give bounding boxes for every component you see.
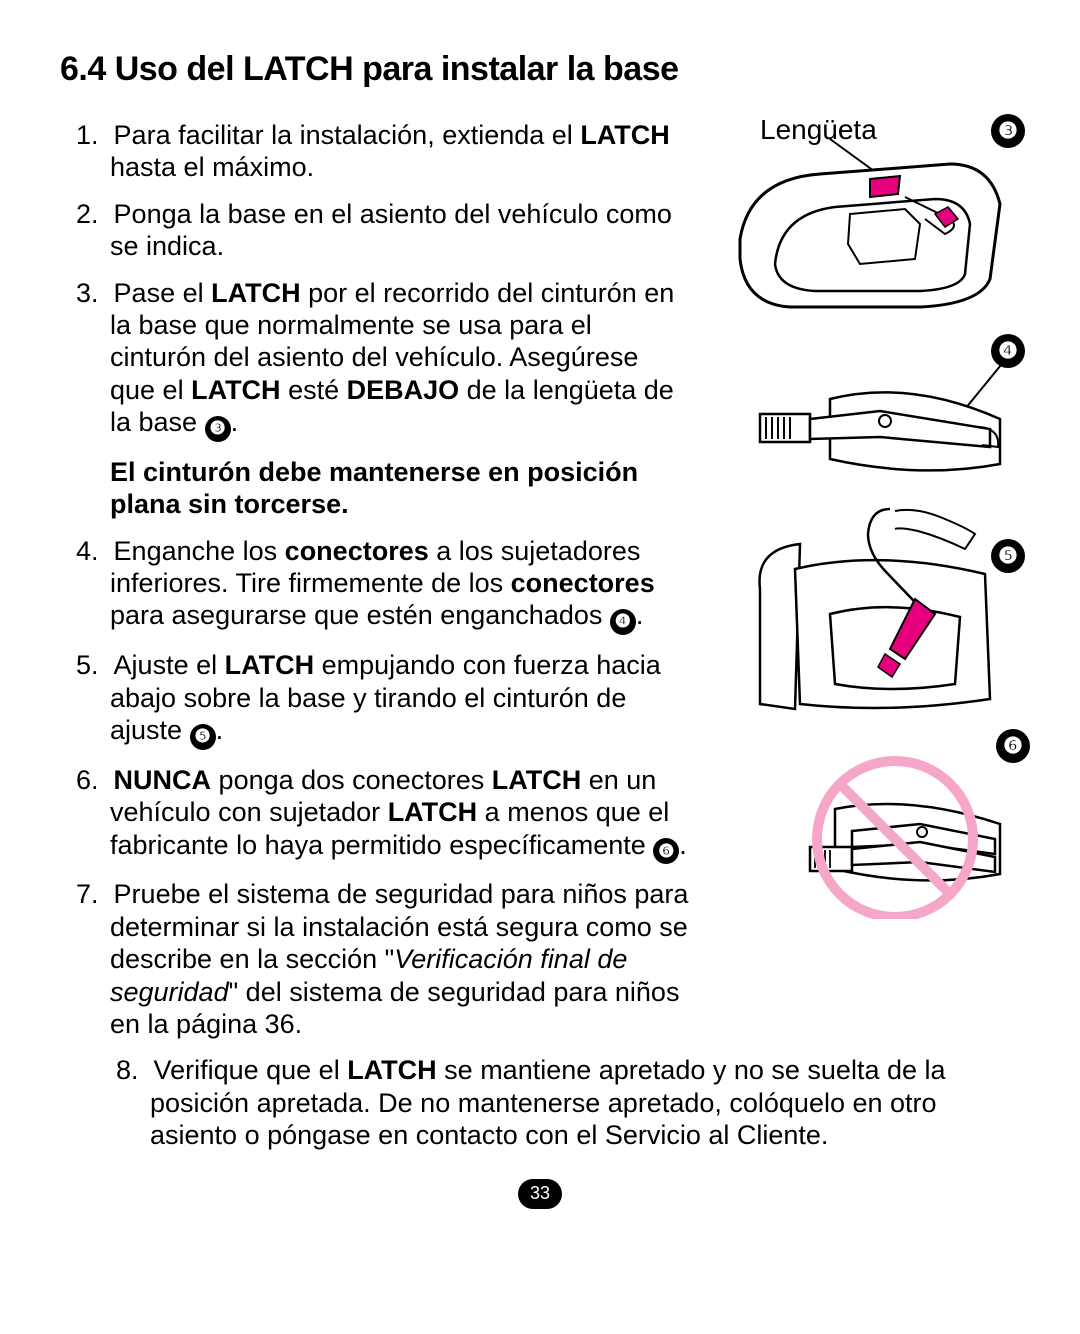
step-6: 6. NUNCA ponga dos conectores LATCH en u… xyxy=(60,764,690,865)
step-7: 7. Pruebe el sistema de seguridad para n… xyxy=(60,878,690,1040)
step-8: 8. Verifique que el LATCH se mantiene ap… xyxy=(100,1054,1020,1151)
ref-icon: ❸ xyxy=(205,416,231,442)
page-number: 33 xyxy=(518,1179,562,1209)
figure-6-badge: ❻ xyxy=(996,729,1030,763)
section-title: 6.4 Uso del LATCH para instalar la base xyxy=(60,50,1020,89)
ref-icon: ❻ xyxy=(653,838,679,864)
figure-6-illustration xyxy=(790,739,1020,919)
step-2: 2. Ponga la base en el asiento del vehíc… xyxy=(60,198,690,263)
instructions-column: 1. Para facilitar la instalación, extien… xyxy=(60,119,690,1054)
figure-3-label: Lengüeta xyxy=(760,114,877,146)
instructions-full-width: 8. Verifique que el LATCH se mantiene ap… xyxy=(60,1054,1020,1151)
manual-page: 6.4 Uso del LATCH para instalar la base … xyxy=(0,0,1080,1239)
ref-icon: ❺ xyxy=(190,724,216,750)
figure-5-illustration xyxy=(740,499,1020,719)
step-3: 3. Pase el LATCH por el recorrido del ci… xyxy=(60,277,690,442)
content-row: 1. Para facilitar la instalación, extien… xyxy=(60,119,1020,1054)
figure-4-illustration xyxy=(740,339,1020,479)
figure-6: ❻ xyxy=(790,739,1020,919)
figure-4: ❹ xyxy=(740,339,1020,479)
figure-5-badge: ❺ xyxy=(991,539,1025,573)
step-4: 4. Enganche los conectores a los sujetad… xyxy=(60,535,690,636)
figure-3-badge: ❸ xyxy=(991,114,1025,148)
ref-icon: ❹ xyxy=(610,609,636,635)
figures-column: Lengüeta ❸ ❹ xyxy=(710,119,1020,1054)
callout-text: El cinturón debe mantenerse en posición … xyxy=(110,456,690,521)
figure-3: Lengüeta ❸ xyxy=(720,119,1020,319)
step-1: 1. Para facilitar la instalación, extien… xyxy=(60,119,690,184)
step-5: 5. Ajuste el LATCH empujando con fuerza … xyxy=(60,649,690,750)
figure-3-illustration xyxy=(720,119,1020,319)
page-number-wrap: 33 xyxy=(60,1179,1020,1209)
figure-4-badge: ❹ xyxy=(991,334,1025,368)
figure-5: ❺ xyxy=(740,499,1020,719)
